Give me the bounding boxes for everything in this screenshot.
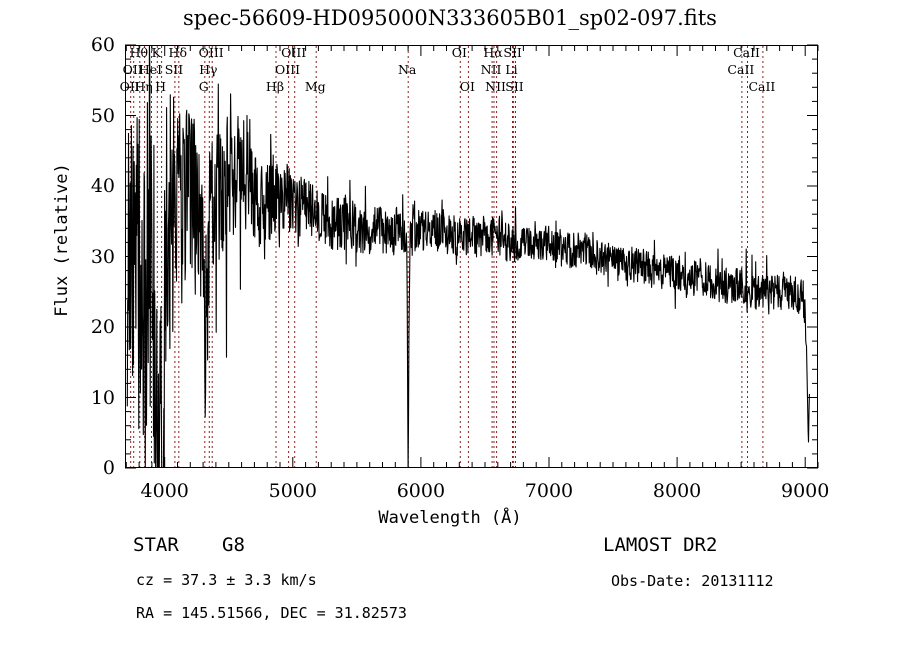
plot-frame xyxy=(125,45,818,468)
line-label-Na: Na xyxy=(397,62,417,77)
line-label-Li: Li xyxy=(505,62,518,77)
line-label-SII: SII xyxy=(505,79,524,94)
y-axis-title: Flux (relative) xyxy=(52,163,72,317)
line-label-OI: OI xyxy=(451,45,467,60)
y-tick-label: 30 xyxy=(90,245,115,268)
line-label-K: K xyxy=(151,45,161,60)
line-label-H: Hη xyxy=(134,79,153,94)
line-label-H: Hβ xyxy=(265,79,285,94)
x-axis-title: Wavelength (Å) xyxy=(378,508,522,528)
object-type-label: STAR xyxy=(133,534,179,556)
y-tick-label: 50 xyxy=(90,104,115,127)
x-tick-label: 9000 xyxy=(781,480,830,502)
line-label-CaII: CaII xyxy=(727,62,755,77)
line-label-CaII: CaII xyxy=(748,79,776,94)
y-tick-label: 10 xyxy=(90,386,115,409)
line-label-OIII: OIII xyxy=(275,62,301,77)
plot-canvas xyxy=(126,46,817,467)
obs-date-value: Obs-Date: 20131112 xyxy=(611,572,774,590)
line-label-SII: SII xyxy=(503,45,522,60)
spectral-class-label: G8 xyxy=(222,534,245,556)
line-label-H: Hδ xyxy=(168,45,187,60)
coordinates-value: RA = 145.51566, DEC = 31.82573 xyxy=(136,604,407,622)
line-label-OII: OII xyxy=(119,79,140,94)
line-label-OIII: OIII xyxy=(281,45,307,60)
y-tick-label: 20 xyxy=(90,316,115,338)
x-tick-label: 7000 xyxy=(524,480,574,502)
line-label-HeI: HeI xyxy=(138,62,163,77)
line-label-OII: OII xyxy=(122,62,143,77)
x-tick-label: 8000 xyxy=(652,480,702,502)
line-label-H: Hα xyxy=(483,45,503,60)
spectrum-curve xyxy=(126,46,810,467)
line-label-CaII: CaII xyxy=(733,45,760,60)
line-label-SII: SII xyxy=(164,62,184,77)
survey-label: LAMOST DR2 xyxy=(603,534,718,556)
line-label-H: H xyxy=(155,79,167,94)
x-tick-label: 6000 xyxy=(396,480,446,502)
y-tick-label: 40 xyxy=(90,175,115,197)
x-tick-label: 5000 xyxy=(268,480,317,502)
line-label-G: G xyxy=(198,79,209,94)
x-tick-label: 4000 xyxy=(140,480,189,502)
line-label-NII: NII xyxy=(485,79,506,94)
cz-value: cz = 37.3 ± 3.3 km/s xyxy=(136,571,317,589)
line-label-H: Hθ xyxy=(129,45,149,60)
line-label-Mg: Mg xyxy=(304,79,326,94)
line-label-NII: NII xyxy=(480,62,502,77)
y-tick-label: 60 xyxy=(90,34,115,56)
y-tick-label: 0 xyxy=(102,457,115,479)
line-label-OIII: OIII xyxy=(198,45,224,60)
line-label-H: Hγ xyxy=(199,62,218,77)
page-title: spec-56609-HD095000N333605B01_sp02-097.f… xyxy=(183,6,717,30)
line-marker-layer xyxy=(130,46,764,467)
line-label-OI: OI xyxy=(459,79,475,94)
